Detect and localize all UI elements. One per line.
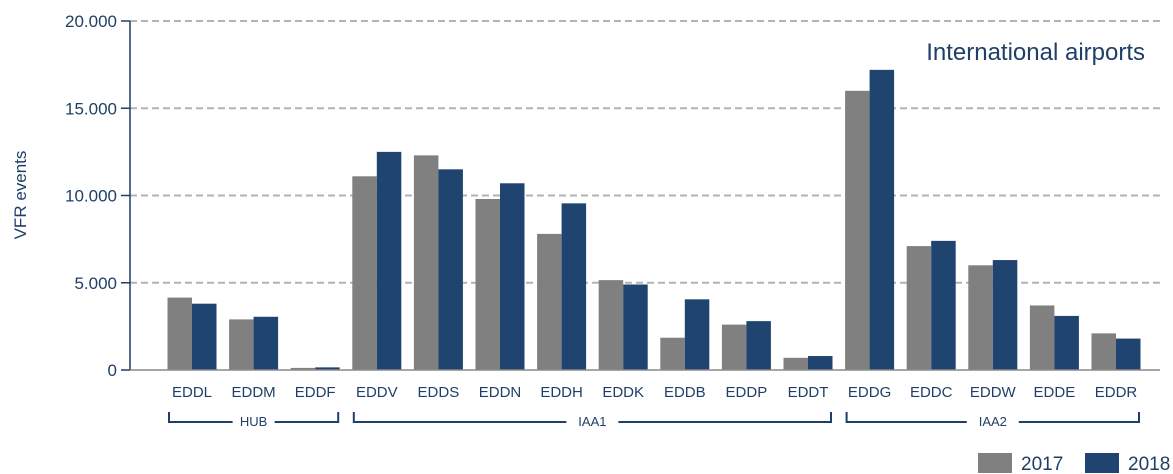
category-label: EDDC [910,384,953,401]
legend-swatch-2018 [1085,453,1119,473]
bar-2018-EDDP [746,321,771,370]
bar-2018-EDDH [561,203,587,370]
group-label: HUB [240,414,267,429]
category-label: EDDM [232,384,276,401]
category-label: EDDR [1095,384,1138,401]
bar-2017-EDDK [598,280,624,370]
bar-2017-EDDS [413,155,439,370]
category-label: EDDW [970,384,1017,401]
category-label: EDDH [540,384,583,401]
y-tick-label: 10.000 [65,187,117,206]
group-bracket-left [352,412,567,423]
chart-title: International airports [926,39,1145,66]
y-tick-labels: 0 5.000 10.000 15.000 20.000 [65,12,130,380]
group-bracket-left [845,412,967,423]
category-label: EDDT [788,384,829,401]
bar-2017-EDDF [290,367,316,370]
bar-2018-EDDV [376,151,402,370]
bar-2018-EDDR [1116,338,1141,370]
legend-label: 2017 [1021,454,1063,474]
bar-2017-EDDV [352,176,377,370]
category-label: EDDF [295,384,336,401]
bar-2018-EDDC [931,240,956,370]
bar-2017-EDDB [660,337,685,370]
bar-2017-EDDM [229,319,254,370]
bar-2018-EDDK [623,284,648,370]
category-label: EDDS [418,384,460,401]
legend: 2017 2018 [978,453,1170,474]
bar-2018-EDDF [315,367,340,370]
y-tick-label: 0 [108,361,117,380]
category-labels: EDDL EDDM EDDF EDDV EDDS EDDN EDDH EDDK EDDB EDDP… [172,384,1137,401]
bar-2018-EDDE [1054,315,1079,370]
bar-2018-EDDW [992,260,1018,370]
group-label: IAA1 [578,414,606,429]
bar-2017-EDDL [167,297,192,370]
y-tick-label: 15.000 [65,99,117,118]
bar-2018-EDDS [438,169,463,370]
y-axis-title: VFR events [11,151,30,240]
y-tick-label: 20.000 [65,12,117,31]
group-bracket-right [618,412,832,423]
group-bracket-right [1018,412,1140,423]
category-label: EDDL [172,384,212,401]
bar-2017-EDDR [1091,333,1116,370]
bar-2018-EDDB [684,299,710,370]
category-groups: HUB IAA1 IAA2 [168,412,1140,429]
category-label: EDDB [664,384,706,401]
category-label: EDDN [479,384,522,401]
bar-2017-EDDE [1029,305,1055,370]
bar-2017-EDDT [783,357,808,370]
category-label: EDDK [602,384,644,401]
bar-2018-EDDM [253,316,279,370]
bar-2017-EDDH [537,233,562,370]
bar-2018-EDDG [869,69,895,371]
bar-2017-EDDW [968,265,993,370]
legend-swatch-2017 [978,453,1012,473]
category-label: EDDP [726,384,768,401]
bar-2017-EDDC [906,246,932,370]
bar-2017-EDDP [721,324,747,370]
bars [167,69,1141,371]
group-bracket-left [168,412,233,423]
bar-2017-EDDN [475,198,500,370]
category-label: EDDG [848,384,891,401]
group-bracket-right [274,412,340,423]
category-label: EDDE [1034,384,1076,401]
bar-2018-EDDT [808,356,833,370]
legend-label: 2018 [1128,454,1170,474]
group-label: IAA2 [979,414,1007,429]
bar-2018-EDDL [192,303,217,370]
category-label: EDDV [356,384,398,401]
bar-2017-EDDG [845,90,870,371]
bar-2018-EDDN [500,183,525,370]
y-tick-label: 5.000 [74,274,117,293]
